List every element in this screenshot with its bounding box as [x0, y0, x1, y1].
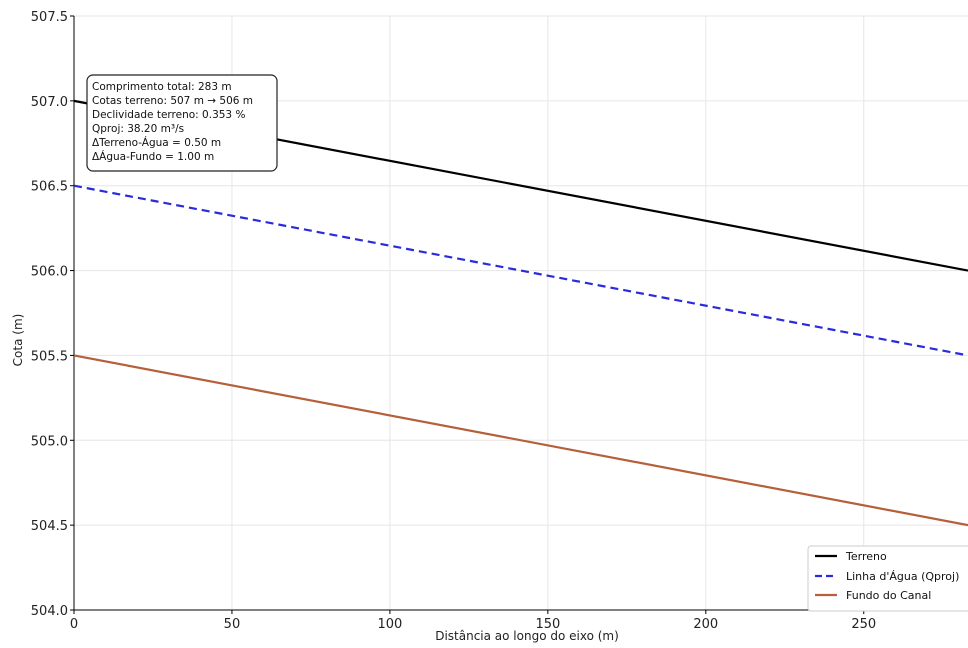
y-tick-label: 504.0 — [31, 604, 68, 619]
y-tick-label: 505.0 — [31, 434, 68, 449]
x-axis-label: Distância ao longo do eixo (m) — [435, 629, 619, 643]
y-tick-label: 506.0 — [31, 265, 68, 280]
annotation-line: Cotas terreno: 507 m → 506 m — [92, 95, 253, 107]
fundo-canal-line — [73, 354, 968, 527]
annotation-frame — [86, 74, 278, 172]
tick-labels: 0 50 100 150 200 250 504.0 504.5 505.0 505.5 506.0… — [31, 10, 876, 632]
annotation-line: Declividade terreno: 0.353 % — [92, 109, 245, 121]
annotation-line: ΔTerreno-Água = 0.50 m — [92, 136, 221, 149]
x-tick-label: 50 — [224, 617, 241, 632]
x-tick-label: 150 — [535, 617, 560, 632]
annotation-line: Comprimento total: 283 m — [92, 81, 232, 93]
legend-frame — [807, 545, 968, 612]
legend-label: Linha d'Água (Qproj) — [846, 570, 959, 583]
annotation-line: ΔÁgua-Fundo = 1.00 m — [92, 150, 214, 163]
grid — [73, 15, 968, 611]
y-tick-label: 505.5 — [31, 349, 68, 364]
legend-label: Terreno — [845, 550, 887, 563]
y-tick-label: 507.5 — [31, 10, 68, 25]
x-tick-label: 0 — [70, 617, 78, 632]
annotation-line: Qproj: 38.20 m³/s — [92, 123, 184, 135]
y-tick-label: 507.0 — [31, 95, 68, 110]
y-tick-label: 504.5 — [31, 519, 68, 534]
legend-label: Fundo do Canal — [846, 589, 931, 602]
x-tick-label: 250 — [851, 617, 876, 632]
legend: Terreno Linha d'Água (Qproj) Fundo do Ca… — [807, 545, 968, 612]
annotation-box: Comprimento total: 283 m Cotas terreno: … — [86, 74, 278, 172]
x-tick-label: 200 — [693, 617, 718, 632]
y-axis-label: Cota (m) — [11, 314, 25, 367]
y-tick-label: 506.5 — [31, 180, 68, 195]
linha-dagua-line — [73, 184, 968, 357]
x-tick-label: 100 — [377, 617, 402, 632]
